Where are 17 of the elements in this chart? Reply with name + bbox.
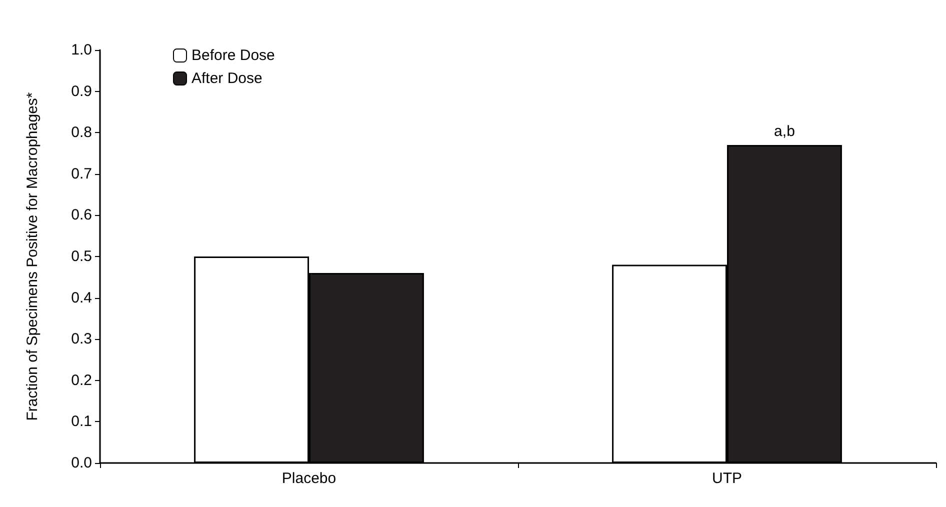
y-axis-title: Fraction of Specimens Positive for Macrophages* bbox=[24, 92, 41, 421]
legend-label: After Dose bbox=[192, 70, 262, 87]
y-tick-label: 1.0 bbox=[71, 42, 92, 58]
y-tick-label: 0.5 bbox=[71, 248, 92, 265]
y-tick-label: 0.8 bbox=[71, 124, 92, 142]
y-tick-label: 0.4 bbox=[71, 289, 92, 306]
y-tick-label: 0.6 bbox=[71, 206, 92, 224]
annotation: a,b bbox=[774, 122, 795, 140]
x-tick-label: UTP bbox=[712, 470, 742, 487]
x-tick-label: Placebo bbox=[282, 470, 336, 487]
y-tick-label: 0.1 bbox=[71, 413, 92, 430]
y-tick-label: 0.9 bbox=[71, 82, 92, 100]
y-tick-label: 0.0 bbox=[71, 454, 92, 472]
y-tick-label: 0.7 bbox=[71, 165, 92, 182]
legend-label: Before Dose bbox=[192, 47, 275, 64]
y-tick-label: 0.2 bbox=[71, 372, 92, 389]
y-tick-label: 0.3 bbox=[71, 330, 92, 348]
